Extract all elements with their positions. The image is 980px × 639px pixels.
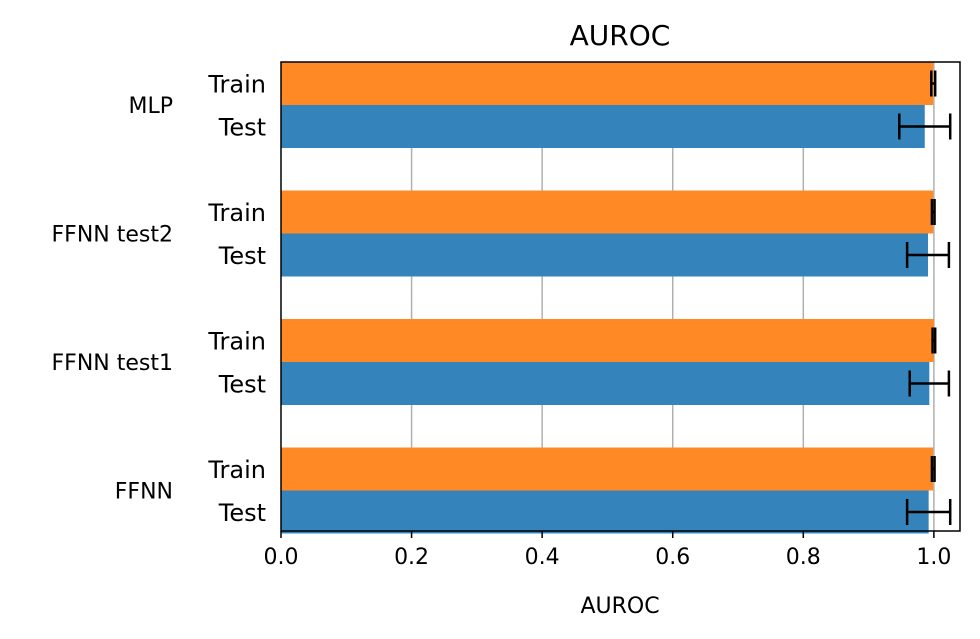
bar-label-train: Train bbox=[207, 71, 266, 99]
bar-label-train: Train bbox=[207, 456, 266, 484]
x-tick-label: 1.0 bbox=[916, 545, 951, 570]
bar-train bbox=[281, 190, 934, 234]
x-axis-label: AUROC bbox=[580, 594, 659, 619]
bar-train bbox=[281, 319, 934, 362]
error-bars bbox=[898, 70, 952, 525]
x-tick-label: 0.2 bbox=[394, 545, 429, 570]
bar-label-test: Test bbox=[218, 371, 266, 399]
bar-label-train: Train bbox=[207, 199, 266, 227]
x-tick-label: 0.6 bbox=[655, 545, 690, 570]
x-axis-ticks: 0.0 0.2 0.4 0.6 0.8 1.0 bbox=[264, 531, 951, 570]
bars bbox=[281, 62, 934, 534]
bar-test bbox=[281, 105, 925, 148]
x-tick-label: 0.4 bbox=[525, 545, 560, 570]
chart-title: AUROC bbox=[570, 19, 671, 52]
bar-label-test: Test bbox=[218, 114, 266, 142]
bar-test bbox=[281, 233, 929, 277]
group-label: MLP bbox=[128, 94, 173, 119]
bar-train bbox=[281, 447, 934, 491]
bar-label-test: Test bbox=[218, 242, 266, 270]
bar-train bbox=[281, 62, 934, 105]
bar-test bbox=[281, 490, 929, 534]
bar-label-train: Train bbox=[207, 328, 266, 356]
x-tick-label: 0.0 bbox=[264, 545, 299, 570]
bar-test bbox=[281, 362, 930, 405]
x-tick-label: 0.8 bbox=[786, 545, 821, 570]
plot-frame bbox=[280, 61, 961, 532]
group-label: FFNN bbox=[115, 480, 173, 505]
group-label: FFNN test2 bbox=[52, 223, 173, 248]
y-axis-labels: Train Test MLP Train Test FFNN test2 Train Test… bbox=[52, 71, 266, 528]
group-label: FFNN test1 bbox=[52, 351, 173, 376]
bar-label-test: Test bbox=[218, 499, 266, 527]
